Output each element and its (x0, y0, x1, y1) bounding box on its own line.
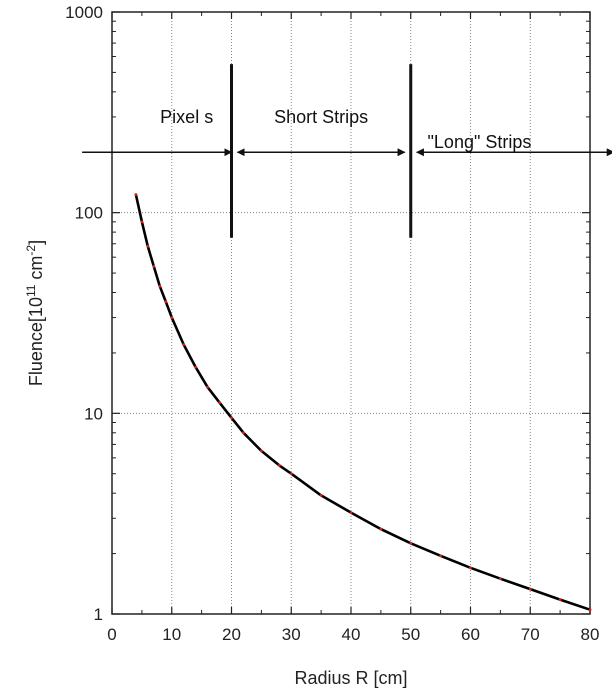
x-tick-label: 40 (342, 625, 361, 644)
x-tick-label: 60 (461, 625, 480, 644)
data-point (218, 401, 221, 405)
data-point (498, 577, 502, 581)
region-annotations: Pixel s Short Strips "Long" Strips (82, 107, 612, 157)
y-label-prefix: Fluence[10 (26, 297, 46, 386)
y-label-exp1: 11 (24, 284, 38, 297)
x-tick-label: 0 (107, 625, 116, 644)
x-axis-label: Radius R [cm] (294, 668, 407, 688)
data-point (558, 598, 562, 601)
data-point (319, 493, 323, 497)
data-point (158, 284, 162, 288)
fluence-curve (134, 193, 592, 612)
data-point (140, 220, 144, 224)
series-layer (134, 193, 592, 612)
x-tick-label: 80 (581, 625, 600, 644)
region-label: Pixel s (160, 107, 213, 127)
y-label-exp2: -2 (24, 245, 38, 256)
y-label-unit: cm (26, 256, 46, 285)
y-tick-label: 10 (84, 404, 103, 423)
data-point (194, 365, 198, 369)
axis-ticks: 0 10 20 30 40 50 60 70 80 1 10 100 1000 (65, 3, 599, 644)
x-tick-label: 70 (521, 625, 540, 644)
region-label: Short Strips (274, 107, 368, 127)
y-label-suffix: ] (26, 240, 46, 245)
data-point (259, 449, 263, 453)
data-point (170, 316, 174, 319)
x-tick-label: 50 (401, 625, 420, 644)
data-point (349, 511, 353, 515)
data-point (206, 385, 210, 389)
data-point (379, 527, 383, 531)
y-tick-label: 100 (75, 204, 103, 223)
region-boundaries (230, 64, 413, 238)
data-point (528, 587, 532, 591)
data-point (230, 416, 233, 420)
y-tick-label: 1 (94, 605, 103, 624)
x-tick-label: 30 (282, 625, 301, 644)
data-point (134, 193, 138, 197)
x-tick-label: 10 (162, 625, 181, 644)
data-point (469, 566, 472, 570)
data-point (242, 431, 245, 435)
data-point (588, 608, 592, 612)
y-tick-label: 1000 (65, 3, 103, 22)
data-point (146, 244, 150, 248)
data-point (152, 264, 156, 268)
x-tick-label: 20 (222, 625, 241, 644)
region-label: "Long" Strips (428, 132, 532, 152)
data-point (182, 343, 186, 347)
grid-lines (112, 12, 590, 614)
data-point (164, 300, 168, 304)
data-point (409, 541, 413, 545)
data-point (277, 464, 281, 467)
y-axis-label: Fluence[1011 cm-2] (24, 240, 46, 386)
data-point (289, 472, 293, 476)
data-point (439, 554, 443, 558)
